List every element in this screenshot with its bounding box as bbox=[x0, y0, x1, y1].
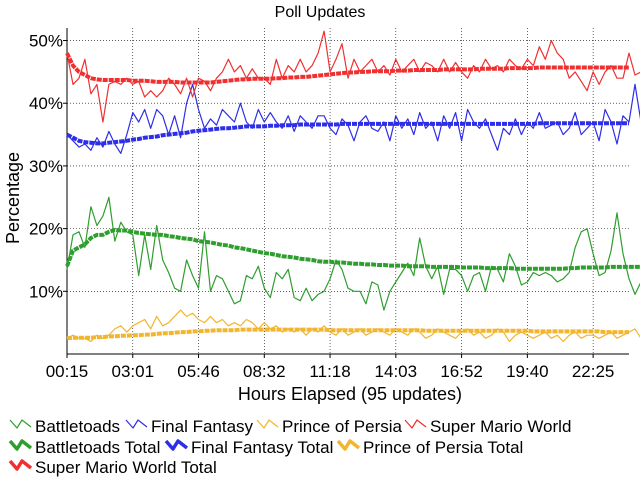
y-tick-label: 40% bbox=[29, 94, 63, 113]
legend-label: Prince of Persia Total bbox=[363, 438, 523, 457]
series-prince-of-persia bbox=[66, 309, 640, 343]
legend-item: Battletoads bbox=[9, 417, 120, 436]
grid-layer bbox=[66, 28, 629, 354]
x-tick-label: 05:46 bbox=[177, 362, 220, 381]
legend-label: Final Fantasy Total bbox=[191, 438, 333, 457]
series-final-fantasy bbox=[66, 83, 640, 154]
x-tick-label: 19:40 bbox=[506, 362, 549, 381]
series-prince-of-persia-total bbox=[66, 327, 629, 341]
legend-item: Final Fantasy Total bbox=[164, 438, 333, 457]
legend-item: Super Mario World Total bbox=[8, 458, 217, 477]
legend-label: Prince of Persia bbox=[282, 417, 403, 436]
legend-label: Battletoads Total bbox=[35, 438, 160, 457]
y-axis-label: Percentage bbox=[3, 152, 23, 244]
series-battletoads bbox=[66, 196, 640, 311]
legend-swatch bbox=[256, 419, 279, 429]
legend-swatch bbox=[336, 439, 361, 451]
series-battletoads-total bbox=[65, 227, 640, 271]
y-tick-label: 20% bbox=[29, 220, 63, 239]
x-tick-label: 03:01 bbox=[111, 362, 154, 381]
axes-layer: 10% 20% 30% 40% 50% 00:15 03:01 05:46 08:32 11:18… bbox=[29, 28, 629, 381]
x-tick-label: 22:25 bbox=[572, 362, 615, 381]
legend-swatch bbox=[164, 439, 189, 451]
legend-item: Battletoads Total bbox=[8, 438, 160, 457]
y-tick-label: 10% bbox=[29, 282, 63, 301]
legend-item: Final Fantasy bbox=[125, 417, 254, 436]
series-super-mario-world-total bbox=[65, 52, 629, 85]
x-tick-label: 00:15 bbox=[46, 362, 89, 381]
chart-title: Poll Updates bbox=[275, 4, 366, 21]
legend-item: Prince of Persia Total bbox=[336, 438, 523, 457]
x-tick-label: 16:52 bbox=[440, 362, 483, 381]
legend-swatch bbox=[125, 419, 148, 429]
legend-swatch bbox=[9, 419, 32, 429]
chart-legend: Battletoads Final Fantasy Prince of Persia… bbox=[8, 417, 571, 477]
legend-label: Super Mario World Total bbox=[35, 458, 217, 477]
x-tick-label: 08:32 bbox=[243, 362, 286, 381]
y-tick-label: 30% bbox=[29, 157, 63, 176]
legend-label: Super Mario World bbox=[430, 417, 571, 436]
y-tick-label: 50% bbox=[29, 32, 63, 51]
legend-swatch bbox=[8, 459, 33, 471]
series-final-fantasy-total bbox=[66, 121, 629, 146]
legend-label: Final Fantasy bbox=[151, 417, 254, 436]
legend-swatch bbox=[404, 419, 427, 429]
legend-item: Prince of Persia bbox=[256, 417, 403, 436]
legend-item: Super Mario World bbox=[404, 417, 571, 436]
legend-label: Battletoads bbox=[35, 417, 120, 436]
legend-swatch bbox=[8, 439, 33, 451]
series-layer bbox=[65, 30, 640, 343]
x-axis-label: Hours Elapsed (95 updates) bbox=[238, 384, 462, 404]
series-super-mario-world bbox=[66, 30, 640, 123]
x-tick-label: 14:03 bbox=[375, 362, 418, 381]
x-tick-label: 11:18 bbox=[309, 362, 350, 381]
